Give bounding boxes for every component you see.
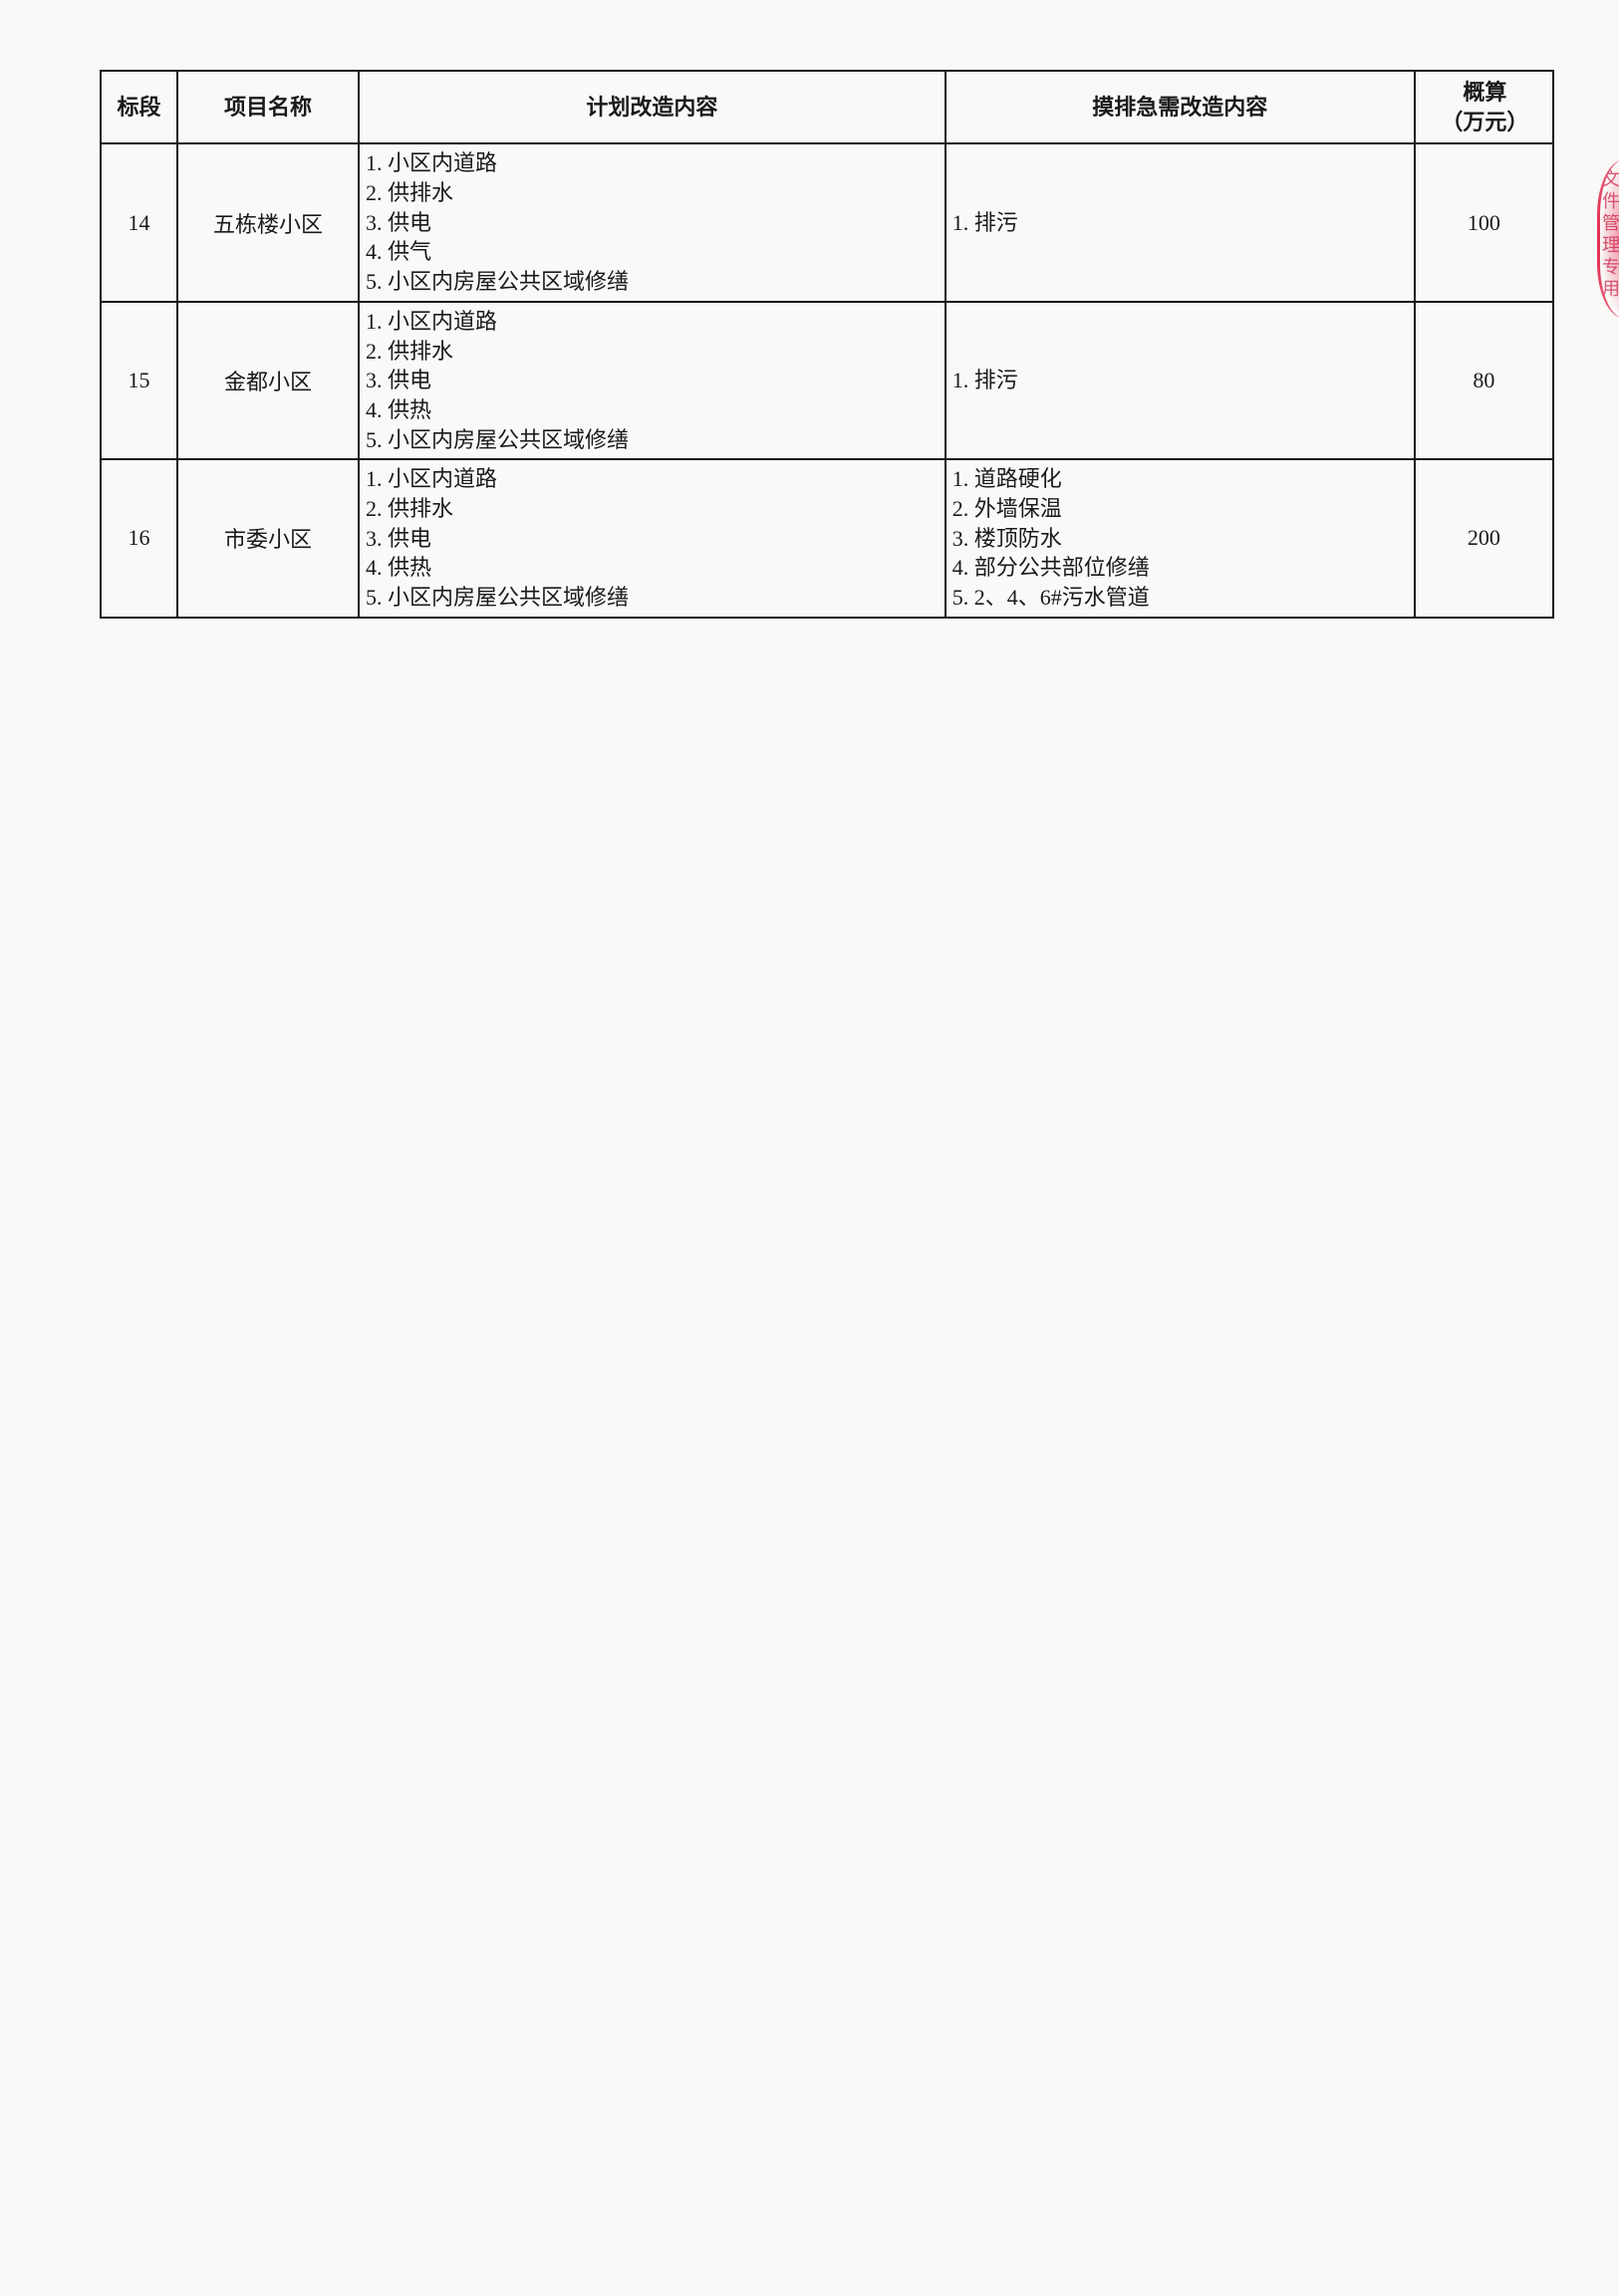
cell-urgent: 1. 排污 (945, 143, 1415, 301)
cell-budget: 80 (1415, 302, 1553, 459)
table-row: 15 金都小区 1. 小区内道路 2. 供排水 3. 供电 4. 供热 5. 小… (101, 302, 1553, 459)
cell-plan: 1. 小区内道路 2. 供排水 3. 供电 4. 供热 5. 小区内房屋公共区域… (359, 302, 945, 459)
cell-budget: 100 (1415, 143, 1553, 301)
cell-name: 金都小区 (177, 302, 359, 459)
cell-name: 五栋楼小区 (177, 143, 359, 301)
cell-plan: 1. 小区内道路 2. 供排水 3. 供电 4. 供热 5. 小区内房屋公共区域… (359, 459, 945, 617)
table-row: 14 五栋楼小区 1. 小区内道路 2. 供排水 3. 供电 4. 供气 5. … (101, 143, 1553, 301)
seal-text: 文件管理专用 (1597, 169, 1619, 301)
cell-urgent: 1. 道路硬化 2. 外墙保温 3. 楼顶防水 4. 部分公共部位修缮 5. 2… (945, 459, 1415, 617)
scan-artifact (40, 80, 44, 96)
header-name: 项目名称 (177, 71, 359, 143)
cell-bid: 15 (101, 302, 177, 459)
cell-plan: 1. 小区内道路 2. 供排水 3. 供电 4. 供气 5. 小区内房屋公共区域… (359, 143, 945, 301)
header-urgent: 摸排急需改造内容 (945, 71, 1415, 143)
table-header-row: 标段 项目名称 计划改造内容 摸排急需改造内容 概算 （万元） (101, 71, 1553, 143)
cell-budget: 200 (1415, 459, 1553, 617)
document-page: 标段 项目名称 计划改造内容 摸排急需改造内容 概算 （万元） 14 五栋楼小区… (100, 70, 1554, 619)
header-bid: 标段 (101, 71, 177, 143)
renovation-table: 标段 项目名称 计划改造内容 摸排急需改造内容 概算 （万元） 14 五栋楼小区… (100, 70, 1554, 619)
header-budget: 概算 （万元） (1415, 71, 1553, 143)
cell-bid: 14 (101, 143, 177, 301)
cell-name: 市委小区 (177, 459, 359, 617)
cell-urgent: 1. 排污 (945, 302, 1415, 459)
header-plan: 计划改造内容 (359, 71, 945, 143)
cell-bid: 16 (101, 459, 177, 617)
red-seal-icon: 文件管理专用 (1597, 159, 1619, 319)
table-row: 16 市委小区 1. 小区内道路 2. 供排水 3. 供电 4. 供热 5. 小… (101, 459, 1553, 617)
